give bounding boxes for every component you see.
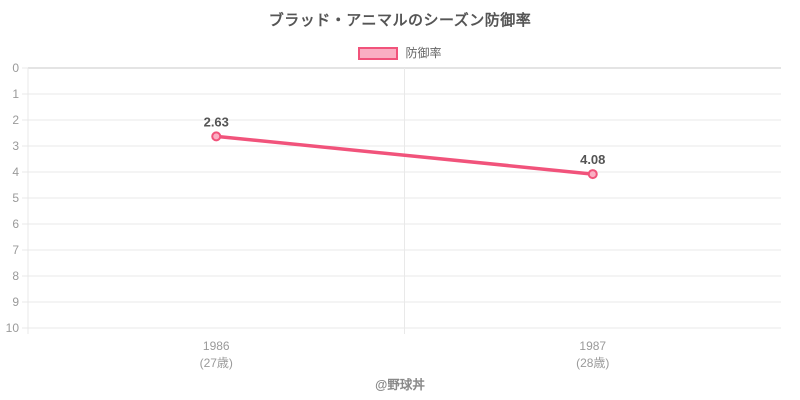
y-tick-label: 9 <box>12 295 19 309</box>
x-tick-sublabel: (27歳) <box>200 356 233 370</box>
data-point[interactable] <box>587 169 598 180</box>
data-point-label: 2.63 <box>204 114 229 129</box>
credit: @野球丼 <box>375 378 425 392</box>
legend-label: 防御率 <box>405 46 442 60</box>
chart-title: ブラッド・アニマルのシーズン防御率 <box>268 12 532 29</box>
x-tick-label: 1987 <box>579 339 606 353</box>
legend: 防御率 <box>0 47 800 60</box>
y-tick-label: 3 <box>12 139 19 153</box>
y-tick-label: 1 <box>12 87 19 101</box>
y-tick-label: 6 <box>12 217 19 231</box>
y-tick-label: 5 <box>12 191 19 205</box>
legend-swatch-icon <box>358 47 399 60</box>
y-tick-label: 2 <box>12 113 19 127</box>
x-tick-sublabel: (28歳) <box>576 356 609 370</box>
data-point-label: 4.08 <box>580 152 605 167</box>
y-tick-label: 10 <box>6 321 20 335</box>
series-line <box>214 134 595 176</box>
legend-item[interactable]: 防御率 <box>358 46 442 60</box>
y-tick-label: 7 <box>12 243 19 257</box>
y-tick-label: 0 <box>12 61 19 75</box>
y-tick-label: 4 <box>12 165 19 179</box>
data-point[interactable] <box>211 131 222 142</box>
y-tick-label: 8 <box>12 269 19 283</box>
x-tick-label: 1986 <box>203 339 230 353</box>
